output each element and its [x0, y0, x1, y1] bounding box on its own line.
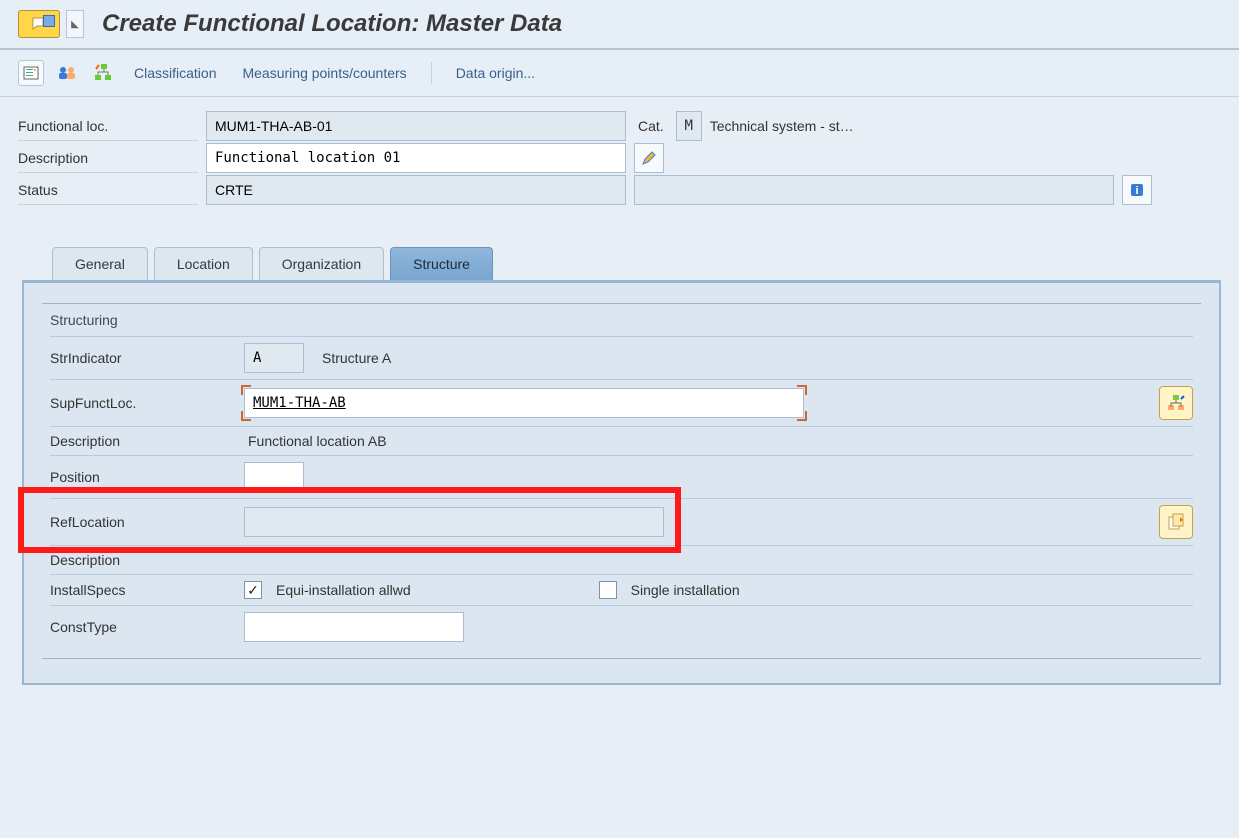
description-label: Description	[18, 144, 198, 173]
status-extra-field	[634, 175, 1114, 205]
f4-bracket-tl	[241, 385, 251, 395]
description-field[interactable]	[206, 143, 626, 173]
tab-body-structure: Structuring StrIndicator Structure A Sup…	[22, 280, 1221, 685]
svg-text:i: i	[1135, 185, 1138, 197]
tab-strip: General Location Organization Structure	[52, 247, 1221, 280]
header-form: Functional loc. Cat. M Technical system …	[0, 97, 1239, 225]
hierarchy-icon-button[interactable]	[90, 60, 116, 86]
application-toolbar: Classification Measuring points/counters…	[0, 50, 1239, 97]
strindicator-label: StrIndicator	[50, 350, 230, 366]
f4-bracket-tr	[797, 385, 807, 395]
toolbar-separator	[431, 62, 432, 84]
tab-organization[interactable]: Organization	[259, 247, 384, 280]
data-origin-button[interactable]: Data origin...	[448, 61, 543, 85]
reflocation-label: RefLocation	[50, 514, 230, 530]
structuring-group: Structuring StrIndicator Structure A Sup…	[42, 303, 1201, 659]
cat-label: Cat.	[634, 118, 668, 134]
supfunctloc-field[interactable]	[244, 388, 804, 418]
f4-bracket-br	[797, 411, 807, 421]
reflocation-description-label: Description	[50, 552, 230, 568]
cat-text: Technical system - st…	[710, 118, 854, 134]
supfunctloc-label: SupFunctLoc.	[50, 395, 230, 411]
supfunctloc-description-label: Description	[50, 433, 230, 449]
consttype-label: ConstType	[50, 619, 230, 635]
title-dropdown-button[interactable]: ◣	[66, 10, 84, 38]
strindicator-text: Structure A	[318, 350, 395, 366]
classification-button[interactable]: Classification	[126, 61, 224, 85]
cat-value: M	[676, 111, 702, 141]
equi-installation-checkbox[interactable]: ✓	[244, 581, 262, 599]
edit-description-button[interactable]	[634, 143, 664, 173]
reflocation-copy-button[interactable]	[1159, 505, 1193, 539]
tab-structure[interactable]: Structure	[390, 247, 493, 280]
functional-loc-field	[206, 111, 626, 141]
users-icon-button[interactable]	[54, 60, 80, 86]
superior-hierarchy-button[interactable]	[1159, 386, 1193, 420]
message-bubble-icon[interactable]	[18, 10, 60, 38]
strindicator-field	[244, 343, 304, 373]
tab-location[interactable]: Location	[154, 247, 253, 280]
reflocation-field	[244, 507, 664, 537]
structuring-title: Structuring	[50, 304, 1193, 336]
position-field[interactable]	[244, 462, 304, 492]
position-label: Position	[50, 469, 230, 485]
list-icon-button[interactable]	[18, 60, 44, 86]
status-field	[206, 175, 626, 205]
supfunctloc-description-value: Functional location AB	[244, 433, 391, 449]
equi-installation-label: Equi-installation allwd	[276, 582, 411, 598]
tab-general[interactable]: General	[52, 247, 148, 280]
installspecs-label: InstallSpecs	[50, 582, 230, 598]
f4-bracket-bl	[241, 411, 251, 421]
functional-loc-label: Functional loc.	[18, 112, 198, 141]
single-installation-checkbox[interactable]	[599, 581, 617, 599]
status-info-button[interactable]: i	[1122, 175, 1152, 205]
status-label: Status	[18, 176, 198, 205]
consttype-field[interactable]	[244, 612, 464, 642]
measuring-points-button[interactable]: Measuring points/counters	[234, 61, 414, 85]
page-title: Create Functional Location: Master Data	[102, 10, 562, 38]
single-installation-label: Single installation	[631, 582, 740, 598]
